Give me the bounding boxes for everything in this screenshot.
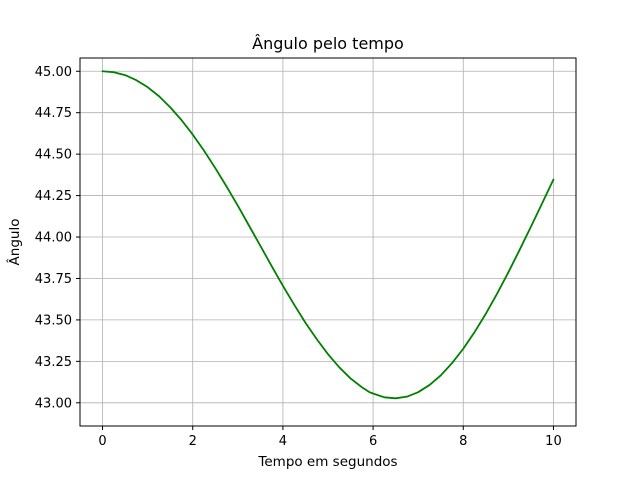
- x-tick-label: 10: [545, 434, 562, 449]
- plot-area: [80, 58, 576, 426]
- chart-title: Ângulo pelo tempo: [252, 34, 404, 53]
- series-layer: [101, 70, 555, 400]
- y-tick-label: 43.00: [35, 396, 72, 411]
- y-tick-label: 43.50: [35, 313, 72, 328]
- y-tick-label: 44.75: [35, 106, 72, 121]
- y-tick-label: 43.25: [35, 355, 72, 370]
- series-line: [101, 70, 555, 400]
- y-tick-label: 45.00: [35, 65, 72, 80]
- plot-frame: [79, 57, 577, 427]
- grid-lines: [80, 58, 576, 426]
- x-axis-ticks: 0 2 4 6 8 10: [98, 426, 562, 449]
- y-axis-label: Ângulo: [5, 219, 23, 266]
- x-tick-label: 8: [459, 434, 467, 449]
- y-axis-ticks: 43.00 43.25 43.50 43.75 44.00 44.25 44.50 44.75…: [35, 65, 80, 411]
- y-tick-label: 44.50: [35, 148, 72, 163]
- x-tick-label: 6: [369, 434, 377, 449]
- y-tick-label: 44.00: [35, 231, 72, 246]
- x-tick-label: 2: [189, 434, 197, 449]
- y-tick-label: 44.25: [35, 189, 72, 204]
- x-axis-label: Tempo em segundos: [257, 454, 397, 470]
- x-tick-label: 0: [98, 434, 106, 449]
- y-tick-label: 43.75: [35, 272, 72, 287]
- x-tick-label: 4: [279, 434, 287, 449]
